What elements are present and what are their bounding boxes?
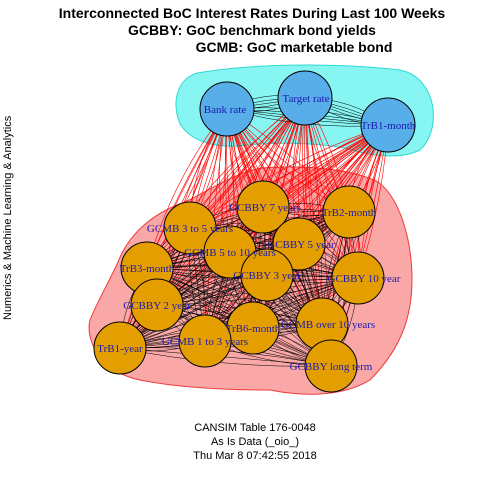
title-line-3: GCMB: GoC marketable bond <box>195 39 393 55</box>
cross-edge <box>204 108 228 342</box>
node-label: GCBBY 7 years <box>229 202 301 214</box>
graph-node <box>93 321 147 375</box>
node-label: TrB1-month <box>361 120 416 132</box>
node-label: Bank rate <box>204 104 247 116</box>
graph-node <box>163 201 217 255</box>
node-label: TrB6-month <box>226 323 281 335</box>
graph-node <box>360 97 416 153</box>
chart-title: Interconnected BoC Interest Rates During… <box>0 5 480 56</box>
graph-node <box>331 251 385 305</box>
footer-line-1: CANSIM Table 176-0048 <box>194 422 316 434</box>
node-label: TrB2-month <box>322 207 377 219</box>
graph-nodes <box>93 70 416 393</box>
node-label: GCBBY 10 year <box>328 273 401 285</box>
title-line-2: GCBBY: GoC benchmark bond yields <box>128 22 376 38</box>
node-labels: Bank rate Target rate TrB1-month GCBBY 7 ye… <box>97 93 416 373</box>
node-label: TrB1-year <box>97 343 143 355</box>
node-label: GCMB over 10 years <box>281 319 375 331</box>
node-label: Target rate <box>283 93 330 105</box>
graph-node <box>277 70 333 126</box>
graph-node <box>178 314 232 368</box>
graph-node <box>304 339 358 393</box>
node-label: GCBBY 5 year <box>267 239 335 251</box>
node-label: GCBBY long term <box>290 361 373 373</box>
footer-line-2: As Is Data (_oio_) <box>210 436 300 448</box>
graph-node <box>240 248 294 302</box>
graph-node <box>199 81 255 137</box>
cross-edge <box>189 124 389 229</box>
title-line-1: Interconnected BoC Interest Rates During… <box>58 5 446 21</box>
chart-footer: CANSIM Table 176-0048 As Is Data (_oio_)… <box>0 421 480 463</box>
cross-edge <box>146 97 306 269</box>
node-label: GCBBY 2 year <box>123 300 191 312</box>
graph-node <box>236 180 290 234</box>
node-label: TrB3-month <box>120 263 175 275</box>
node-label: GCMB 3 to 5 years <box>147 223 233 235</box>
graph-node <box>130 278 184 332</box>
node-label: GCMB 5 to 10 years <box>184 247 276 259</box>
footer-line-3: Thu Mar 8 07:42:55 2018 <box>193 450 317 462</box>
graph-node <box>322 185 376 239</box>
node-label: GCMB 1 to 3 years <box>162 336 248 348</box>
node-label: GCBBY 3 year <box>233 270 301 282</box>
